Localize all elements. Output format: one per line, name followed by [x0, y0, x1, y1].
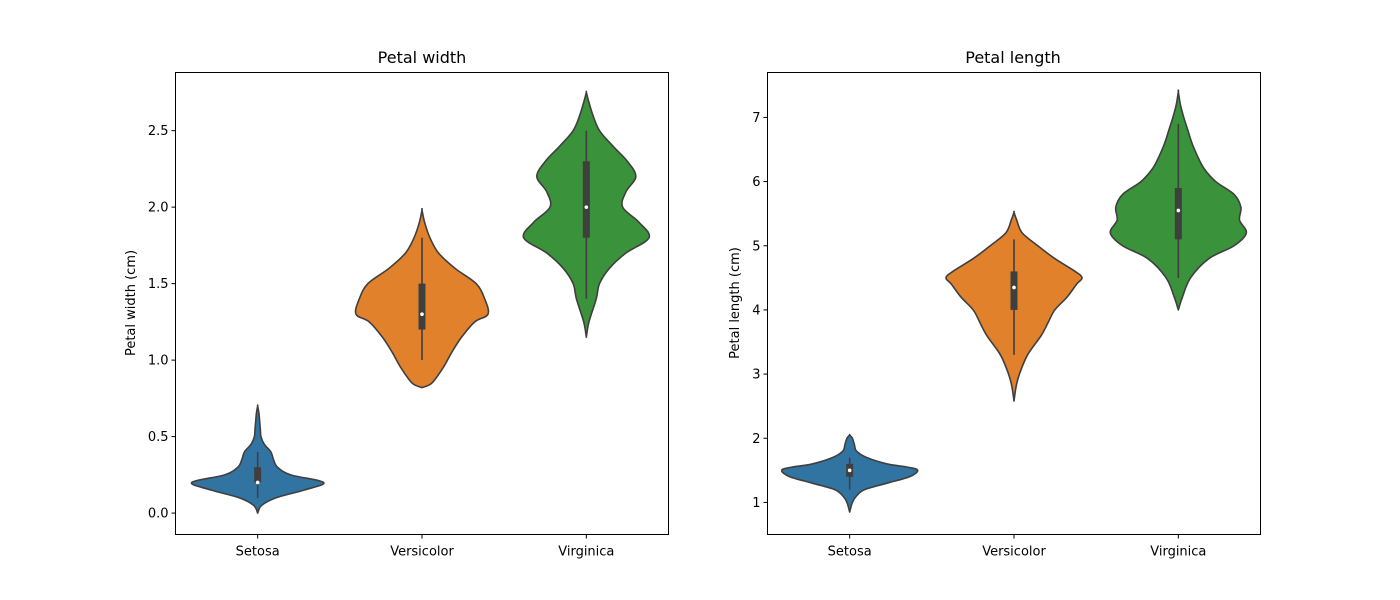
axes-frame: [767, 72, 1261, 535]
y-tick-label: 1.5: [148, 277, 169, 292]
iqr-box-versicolor: [418, 283, 426, 330]
iqr-box-setosa: [254, 467, 262, 483]
x-tick-label: Versicolor: [390, 545, 454, 560]
x-axis: Setosa Versicolor Virginica: [236, 534, 614, 560]
iqr-box-versicolor: [1010, 271, 1018, 310]
median-point-virginica: [1176, 208, 1181, 213]
median-point-versicolor: [1012, 285, 1016, 290]
x-axis: Setosa Versicolor Virginica: [828, 534, 1206, 560]
y-tick-label: 2: [752, 432, 760, 447]
y-tick-label: 4: [752, 303, 760, 318]
y-tick-label: 1: [752, 496, 760, 511]
y-tick-label: 2.5: [148, 124, 169, 139]
y-tick-label: 7: [752, 111, 760, 126]
median-point-setosa: [255, 480, 260, 485]
y-tick-label: 0.5: [148, 430, 169, 445]
y-axis: 1 2 3 4 5 6 7: [752, 111, 768, 511]
x-tick-label: Setosa: [236, 545, 280, 560]
x-tick-label: Versicolor: [982, 545, 1046, 560]
y-tick-label: 5: [752, 239, 760, 254]
median-point-virginica: [584, 205, 589, 209]
x-tick-label: Setosa: [828, 545, 872, 560]
panel-petal-width: Petal width Petal width (cm) 0.0 0.5 1.0 1.…: [124, 48, 669, 560]
y-tick-label: 1.0: [148, 354, 169, 369]
x-tick-label: Virginica: [1150, 545, 1206, 560]
y-tick-label: 2.0: [148, 201, 169, 216]
inner-boxplots: [846, 123, 1182, 490]
inner-boxplots: [254, 130, 590, 498]
axes-frame: [175, 72, 669, 535]
plot-title: Petal width: [378, 48, 467, 67]
y-axis-label: Petal length (cm): [728, 247, 743, 359]
x-tick-label: Virginica: [558, 545, 614, 560]
y-tick-label: 6: [752, 175, 760, 190]
iqr-box-virginica: [1174, 188, 1182, 240]
median-point-versicolor: [420, 312, 424, 317]
median-point-setosa: [847, 468, 852, 473]
y-tick-label: 0.0: [148, 507, 169, 522]
y-axis: 0.0 0.5 1.0 1.5 2.0 2.5: [148, 124, 176, 522]
y-axis-label: Petal width (cm): [124, 250, 139, 356]
y-tick-label: 3: [752, 368, 760, 383]
panel-petal-length: Petal length Petal length (cm) 1 2 3 4 5 6 7 S…: [728, 48, 1261, 560]
plot-title: Petal length: [965, 48, 1061, 67]
iqr-box-virginica: [582, 161, 590, 238]
